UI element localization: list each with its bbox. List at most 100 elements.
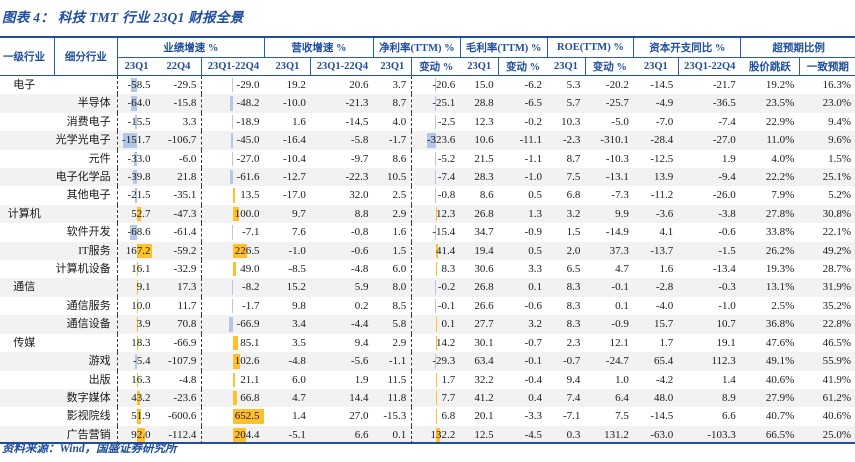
cell-sub-industry: 半导体: [54, 94, 118, 113]
cell-value: 8.3: [411, 260, 461, 279]
cell-value: 23.0%: [799, 94, 855, 113]
data-bar: [130, 96, 137, 111]
tmt-financial-table: 一级行业 细分行业 业绩增速 % 营收增速 % 净利率(TTM) % 毛利率(TTM) %…: [0, 36, 855, 445]
cell-value: 5.2%: [799, 186, 855, 204]
cell-value: 49.2%: [799, 241, 855, 261]
cell-value: 9.6%: [799, 131, 855, 150]
cell-value: 26.8: [460, 278, 499, 297]
cell-value: 7.9%: [741, 186, 800, 204]
value-text: 11.8: [387, 391, 407, 404]
value-text: -15.4: [432, 226, 456, 239]
value-text: 20.1: [474, 410, 494, 423]
cell-value: 3.7: [373, 76, 411, 95]
value-text: 27.9%: [765, 391, 795, 404]
cell-primary-industry: [0, 371, 55, 389]
data-bar: [436, 409, 438, 424]
cell-value: 9.4%: [799, 113, 855, 131]
cell-value: -0.8: [311, 223, 374, 241]
cell-value: 3.2: [547, 204, 586, 224]
value-text: 6.5: [566, 263, 581, 276]
value-text: 3.7: [392, 79, 407, 91]
cell-primary-industry: [0, 425, 55, 445]
table-row: 半导体 -64.0 -15.8 -48.2 -10.0 -21.3 8.7 -25.1 28.8…: [0, 94, 855, 113]
data-bar: [435, 188, 437, 203]
header-col-3: 23Q1: [264, 57, 311, 76]
cell-value: 27.8%: [740, 204, 800, 224]
value-text: -21.5: [127, 189, 151, 202]
cell-primary-industry: [0, 94, 55, 113]
cell-value: 11.7: [155, 297, 201, 315]
value-text: 5.7: [566, 97, 581, 110]
header-group-8: 超预期比例: [740, 37, 855, 58]
data-bar: [233, 354, 240, 369]
value-text: -11.2: [650, 189, 674, 202]
cell-value: 31.9%: [799, 278, 855, 297]
header-group-row: 一级行业 细分行业 业绩增速 % 营收增速 % 净利率(TTM) % 毛利率(TTM) %…: [0, 37, 855, 76]
value-text: -8.5: [288, 263, 306, 276]
value-text: 19.3%: [765, 263, 795, 276]
cell-primary-industry: [0, 186, 55, 204]
value-text: -7.0: [655, 115, 674, 128]
cell-value: 1.6: [634, 260, 678, 278]
value-text: -45.0: [236, 134, 260, 147]
data-bar: [230, 133, 234, 148]
cell-value: 66.8: [201, 388, 265, 408]
cell-primary-industry: [0, 388, 55, 408]
cell-value: -6.5: [498, 94, 548, 113]
value-text: 65.4: [653, 355, 674, 368]
value-text: 2.5%: [771, 299, 795, 312]
value-text: -7.4: [437, 171, 456, 184]
value-text: 131.2: [604, 428, 629, 441]
data-bar: [232, 225, 234, 240]
cell-value: 26.6: [460, 297, 498, 315]
cell-value: 1.3: [498, 204, 548, 224]
value-text: 5.2%: [828, 189, 851, 202]
cell-sub-industry: 其他电子: [66, 189, 111, 202]
header-group-2: 业绩增速 %: [116, 37, 265, 58]
value-text: -6.5: [524, 97, 543, 110]
cell-value: -15.8: [155, 94, 202, 113]
cell-value: 8.3: [547, 278, 586, 297]
cell-value: 13.9: [633, 168, 679, 187]
cell-value: -21.5: [116, 186, 156, 205]
value-text: -18.9: [236, 115, 260, 128]
cell-value: 4.1: [634, 223, 678, 241]
cell-value: 2.5: [373, 186, 411, 204]
data-bar: [230, 96, 234, 111]
value-text: -14.9: [605, 226, 629, 239]
cell-value: 32.0: [311, 186, 374, 204]
cell-value: 70.8: [155, 315, 202, 334]
cell-value: -0.6: [678, 223, 741, 241]
cell-value: 19.3%: [741, 260, 800, 278]
cell-value: -25.7: [585, 94, 634, 113]
value-text: 40.7%: [765, 410, 795, 423]
value-text: 32.2: [474, 373, 494, 386]
value-text: -5.4: [133, 355, 151, 368]
cell-sub-industry: 出版: [88, 373, 111, 386]
value-text: 2.5: [392, 189, 407, 202]
cell-value: 3.5: [264, 334, 310, 352]
value-text: -0.6: [351, 244, 369, 257]
value-text: 9.9: [615, 207, 629, 220]
cell-value: 3.9: [116, 315, 156, 334]
value-text: 1.6: [292, 115, 306, 128]
value-text: 37.3: [609, 244, 629, 257]
value-text: 7.5: [566, 171, 581, 184]
value-text: 1.5: [392, 244, 407, 257]
value-text: 21.1: [240, 373, 260, 386]
cell-value: 3.3: [155, 113, 201, 131]
value-text: 92.0: [131, 428, 151, 441]
value-text: 0.5: [528, 244, 543, 257]
cell-value: 0.5: [499, 186, 547, 204]
cell-value: 17.3: [155, 278, 202, 297]
value-text: 0.2: [354, 299, 369, 312]
value-text: -7.3: [611, 189, 629, 202]
value-text: -7.4: [718, 115, 736, 128]
value-text: -6.2: [524, 79, 543, 91]
value-text: 48.0: [653, 391, 674, 404]
value-text: -25.1: [432, 97, 456, 110]
value-text: -7.1: [242, 226, 260, 239]
value-text: 49.2%: [822, 244, 851, 257]
cell-sub-industry: 电子化学品: [54, 168, 118, 187]
value-text: 26.8: [474, 281, 494, 294]
